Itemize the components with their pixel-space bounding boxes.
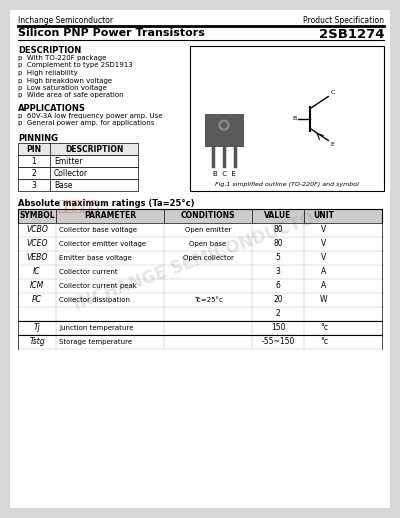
Text: PIN: PIN: [26, 145, 42, 153]
Text: -55~150: -55~150: [261, 338, 295, 347]
Text: Emitter: Emitter: [54, 156, 82, 165]
Text: p  Low saturation voltage: p Low saturation voltage: [18, 85, 107, 91]
Text: 5: 5: [276, 253, 280, 263]
Text: 1: 1: [32, 156, 36, 165]
Text: APPLICATIONS: APPLICATIONS: [18, 104, 86, 113]
Text: Collector base voltage: Collector base voltage: [59, 227, 137, 233]
Text: 80: 80: [273, 225, 283, 235]
Text: p  Wide area of safe operation: p Wide area of safe operation: [18, 93, 124, 98]
Text: Tj: Tj: [34, 324, 40, 333]
Text: 150: 150: [271, 324, 285, 333]
Text: Storage temperature: Storage temperature: [59, 339, 132, 345]
Text: Junction temperature: Junction temperature: [59, 325, 133, 331]
Text: Absolute maximum ratings (Ta=25°c): Absolute maximum ratings (Ta=25°c): [18, 199, 194, 208]
Text: B: B: [292, 116, 296, 121]
Text: VALUE: VALUE: [264, 211, 292, 221]
Text: Collector: Collector: [54, 168, 88, 178]
Text: A: A: [321, 281, 327, 291]
Text: Base: Base: [54, 180, 72, 190]
Text: SYMBOL: SYMBOL: [19, 211, 55, 221]
Text: Emitter base voltage: Emitter base voltage: [59, 255, 132, 261]
Text: B  C  E: B C E: [212, 171, 236, 177]
Text: 2: 2: [276, 309, 280, 319]
Text: PC: PC: [32, 295, 42, 305]
Text: Silicon PNP Power Transistors: Silicon PNP Power Transistors: [18, 28, 205, 38]
Text: 3: 3: [276, 267, 280, 277]
Text: PINNING: PINNING: [18, 134, 58, 143]
Text: E: E: [330, 142, 334, 148]
Text: CONDITIONS: CONDITIONS: [181, 211, 235, 221]
Text: DESCRIPTION: DESCRIPTION: [65, 145, 123, 153]
Circle shape: [219, 120, 229, 130]
Text: Fig.1 simplified outline (TO-220F) and symbol: Fig.1 simplified outline (TO-220F) and s…: [215, 182, 359, 187]
Text: V: V: [321, 225, 327, 235]
Text: 20: 20: [273, 295, 283, 305]
Text: p  60V-3A low frequency power amp. Use: p 60V-3A low frequency power amp. Use: [18, 113, 162, 119]
Text: p  High reliability: p High reliability: [18, 70, 78, 76]
Text: p  With TO-220F package: p With TO-220F package: [18, 55, 106, 61]
Text: C: C: [330, 90, 335, 94]
Text: °c: °c: [320, 338, 328, 347]
Text: 2: 2: [32, 168, 36, 178]
Text: V: V: [321, 239, 327, 249]
Text: INCHANGE SEMICONDUCTOR: INCHANGE SEMICONDUCTOR: [71, 205, 329, 313]
Text: 2SB1274: 2SB1274: [318, 28, 384, 41]
Text: VCBO: VCBO: [26, 225, 48, 235]
Text: Tc=25°c: Tc=25°c: [194, 297, 222, 303]
Text: Collector current: Collector current: [59, 269, 118, 275]
Text: 80: 80: [273, 239, 283, 249]
Bar: [18, 179, 138, 191]
Text: VCEO: VCEO: [26, 239, 48, 249]
Text: PARAMETER: PARAMETER: [84, 211, 136, 221]
Bar: [18, 155, 138, 167]
Text: Collector current peak: Collector current peak: [59, 283, 137, 289]
Text: DESCRIPTION: DESCRIPTION: [18, 46, 81, 55]
Text: UNIT: UNIT: [314, 211, 334, 221]
Text: p  General power amp. for applications: p General power amp. for applications: [18, 121, 154, 126]
Bar: [190, 46, 384, 191]
Text: 3: 3: [32, 180, 36, 190]
Text: Inchange Semiconductor: Inchange Semiconductor: [18, 16, 113, 25]
Text: °c: °c: [320, 324, 328, 333]
Text: VEBO: VEBO: [26, 253, 48, 263]
Text: Collector emitter voltage: Collector emitter voltage: [59, 241, 146, 247]
Bar: [18, 143, 138, 155]
Text: W: W: [320, 295, 328, 305]
Text: V: V: [321, 253, 327, 263]
Text: ICM: ICM: [30, 281, 44, 291]
Bar: [18, 167, 138, 179]
Text: Open collector: Open collector: [182, 255, 234, 261]
Text: Collector dissipation: Collector dissipation: [59, 297, 130, 303]
Text: Product Specification: Product Specification: [303, 16, 384, 25]
Text: Open base: Open base: [189, 241, 227, 247]
Text: IC: IC: [33, 267, 41, 277]
Bar: [18, 209, 382, 223]
Circle shape: [222, 123, 226, 128]
Bar: [205, 114, 243, 146]
Text: p  Complement to type 2SD1913: p Complement to type 2SD1913: [18, 63, 133, 68]
Text: Open emitter: Open emitter: [185, 227, 231, 233]
Text: A: A: [321, 267, 327, 277]
Text: Tstg: Tstg: [29, 338, 45, 347]
Text: 国晶半导体: 国晶半导体: [57, 199, 99, 213]
Text: 6: 6: [276, 281, 280, 291]
Text: p  High breakdown voltage: p High breakdown voltage: [18, 78, 112, 83]
